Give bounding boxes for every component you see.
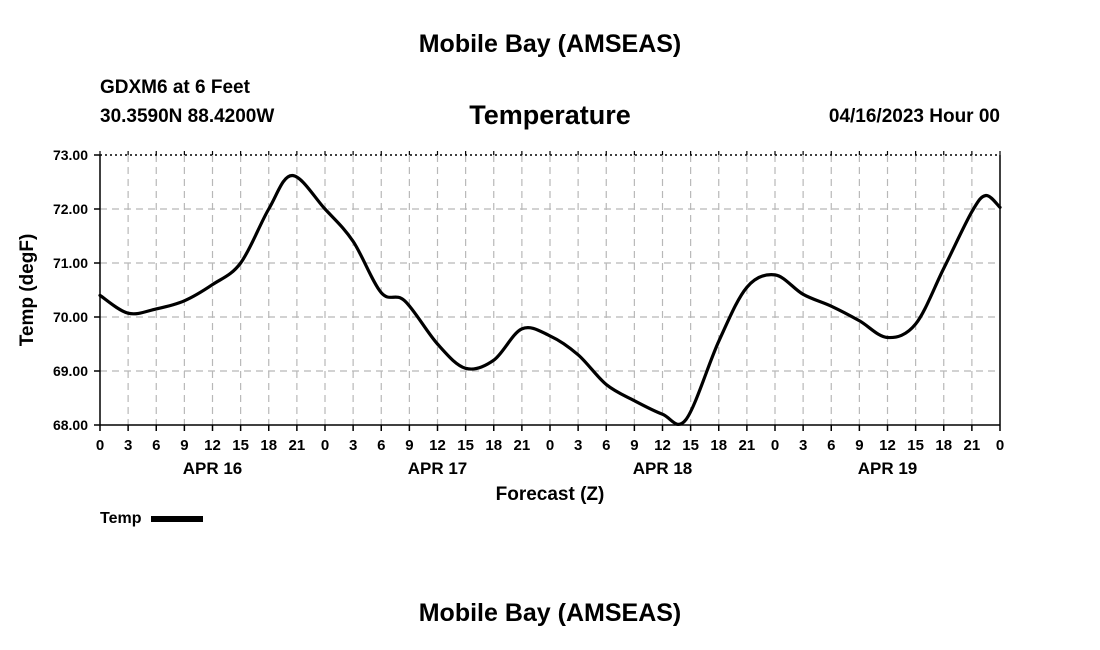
date-label: APR 16 (183, 459, 243, 478)
x-tick-label: 0 (321, 437, 329, 454)
x-tick-label: 9 (855, 437, 863, 454)
x-tick-label: 9 (405, 437, 413, 454)
x-tick-label: 12 (879, 437, 896, 454)
axes (94, 151, 1001, 431)
x-tick-label: 15 (232, 437, 249, 454)
x-tick-label: 0 (771, 437, 779, 454)
x-tick-label: 18 (485, 437, 502, 454)
x-tick-label: 6 (377, 437, 385, 454)
series-layer (98, 173, 1002, 426)
x-tick-label: 0 (546, 437, 554, 454)
x-tick-label: 3 (349, 437, 357, 454)
x-tick-label: 6 (827, 437, 835, 454)
x-tick-label: 6 (602, 437, 610, 454)
chart-title: Temperature (469, 100, 631, 130)
x-tick-label: 12 (204, 437, 221, 454)
x-tick-label: 9 (180, 437, 188, 454)
x-tick-label: 9 (630, 437, 638, 454)
x-tick-label: 21 (964, 437, 981, 454)
legend-label-temp: Temp (100, 510, 142, 527)
coordinates-label: 30.3590N 88.4200W (100, 106, 275, 127)
forecast-datetime-label: 04/16/2023 Hour 00 (828, 106, 1000, 127)
legend-swatch-temp (151, 516, 204, 522)
x-tick-label: 15 (457, 437, 474, 454)
page-title-bottom: Mobile Bay (AMSEAS) (418, 599, 682, 627)
x-tick-label: 21 (739, 437, 756, 454)
x-tick-label: 18 (260, 437, 277, 454)
date-labels: APR 16 APR 17 APR 18 APR 19 (183, 459, 918, 478)
x-tick-label: 3 (574, 437, 582, 454)
x-tick-label: 15 (682, 437, 699, 454)
y-tick-label: 71.00 (53, 255, 88, 271)
series-line-temp (98, 173, 1002, 426)
y-tick-labels: 68.00 69.00 70.00 71.00 72.00 73.00 (53, 147, 88, 433)
x-tick-label: 18 (935, 437, 952, 454)
page-title-top: Mobile Bay (AMSEAS) (418, 30, 682, 58)
y-tick-label: 70.00 (53, 309, 88, 325)
grid-lines (100, 155, 1000, 425)
y-tick-label: 69.00 (53, 363, 88, 379)
x-tick-labels: 0 3 6 9 12 15 18 21 0 3 6 9 12 15 18 21 0 3 6 9 12 15 18 21 0 3 6 9… (96, 437, 1004, 454)
x-tick-label: 21 (514, 437, 531, 454)
x-tick-label: 6 (152, 437, 160, 454)
y-tick-label: 68.00 (53, 417, 88, 433)
x-tick-label: 3 (799, 437, 807, 454)
x-axis-label: Forecast (Z) (496, 484, 605, 505)
x-tick-label: 12 (429, 437, 446, 454)
date-label: APR 17 (408, 459, 468, 478)
x-tick-label: 0 (996, 437, 1004, 454)
x-tick-label: 18 (710, 437, 727, 454)
station-label: GDXM6 at 6 Feet (100, 77, 250, 98)
y-tick-label: 72.00 (53, 201, 88, 217)
x-tick-label: 15 (907, 437, 924, 454)
x-tick-label: 3 (124, 437, 132, 454)
date-label: APR 18 (633, 459, 693, 478)
y-axis-label: Temp (degF) (17, 234, 38, 347)
temperature-chart: 68.00 69.00 70.00 71.00 72.00 73.00 0 3 6 9 12 15 1… (17, 147, 1004, 505)
x-tick-label: 0 (96, 437, 104, 454)
date-label: APR 19 (858, 459, 918, 478)
x-tick-label: 12 (654, 437, 671, 454)
x-tick-label: 21 (289, 437, 306, 454)
legend: Temp (100, 510, 204, 528)
y-tick-label: 73.00 (53, 147, 88, 163)
